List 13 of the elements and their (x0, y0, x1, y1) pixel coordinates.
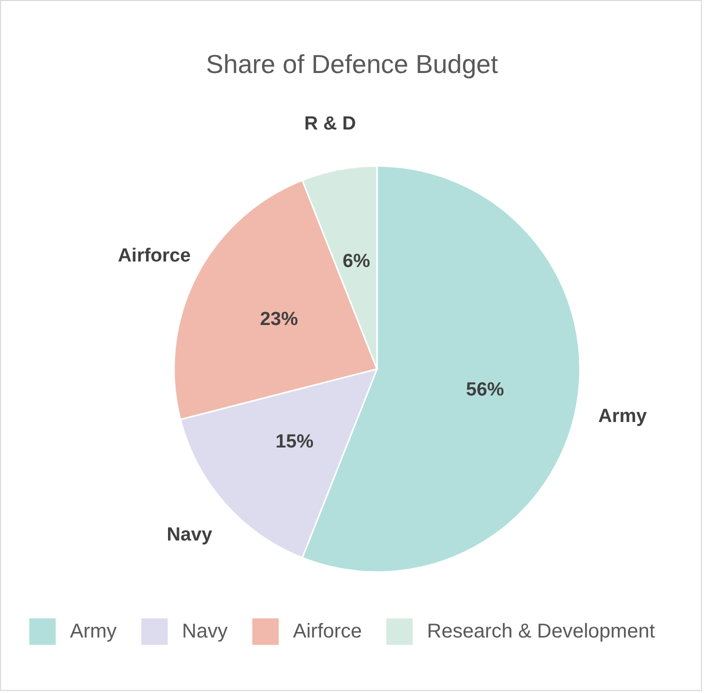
chart-title: Share of Defence Budget (206, 49, 499, 79)
data-label: 56% (466, 380, 504, 401)
data-label: 6% (342, 250, 370, 272)
legend-label: Research & Development (427, 620, 656, 643)
data-label: 15% (275, 432, 314, 453)
text: R & D (304, 113, 356, 134)
text: Airforce (118, 246, 191, 266)
text: Army (598, 406, 648, 427)
text: Navy (166, 524, 213, 546)
legend-label: Navy (182, 620, 228, 643)
legend-label: Airforce (293, 620, 362, 643)
legend-label: Army (70, 620, 117, 643)
data-label: 23% (260, 309, 298, 330)
